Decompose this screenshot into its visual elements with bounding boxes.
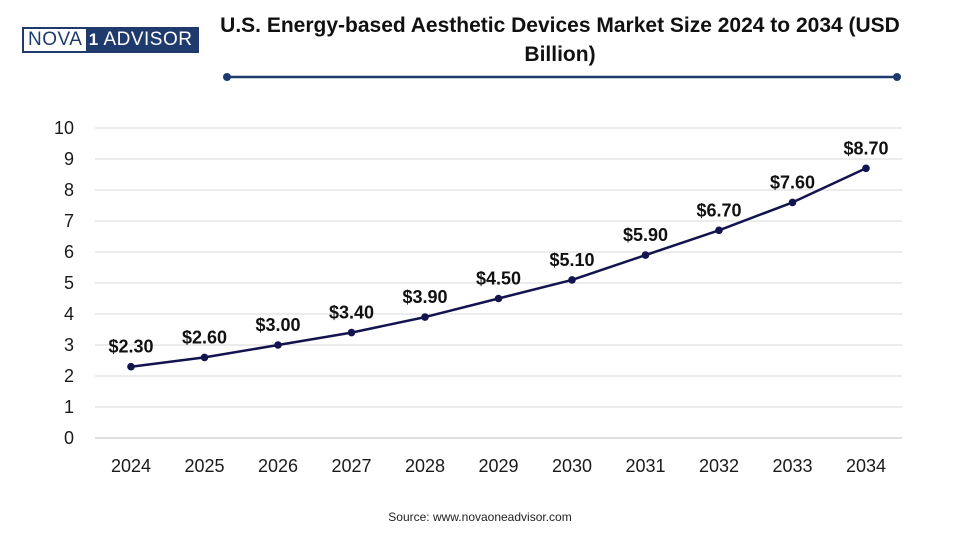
y-tick-6: 6: [64, 242, 74, 262]
brand-logo: NOVA 1 ADVISOR: [22, 27, 200, 53]
x-tick-2026: 2026: [258, 456, 298, 476]
data-label-2030: $5.10: [549, 250, 594, 270]
data-label-2028: $3.90: [402, 287, 447, 307]
data-point-2025: [200, 353, 209, 362]
data-label-2032: $6.70: [696, 200, 741, 220]
source-note: Source: www.novaoneadvisor.com: [388, 510, 572, 524]
series-market-size: [127, 164, 870, 371]
divider-dot-left: [223, 73, 231, 81]
y-tick-9: 9: [64, 149, 74, 169]
y-tick-10: 10: [54, 118, 74, 138]
data-point-2032: [715, 226, 723, 235]
data-point-2028: [421, 313, 429, 321]
y-tick-labels: 0 1 2 3 4 5 6 7 8 9 10: [54, 118, 74, 448]
y-tick-8: 8: [64, 180, 74, 200]
data-label-2026: $3.00: [255, 315, 300, 335]
data-label-2031: $5.90: [623, 225, 668, 245]
divider-dot-right: [893, 73, 901, 81]
data-label-2025: $2.60: [182, 327, 227, 347]
series-line: [130, 167, 867, 368]
data-point-2030: [568, 276, 576, 284]
title-divider: [222, 70, 902, 82]
data-labels: $2.30 $2.60 $3.00 $3.40 $3.90 $4.50 $5.10 $5.90…: [108, 138, 888, 356]
x-tick-2032: 2032: [699, 456, 739, 476]
data-point-2026: [274, 341, 282, 349]
data-point-2033: [788, 198, 797, 207]
data-label-2033: $7.60: [770, 172, 815, 192]
x-tick-2031: 2031: [625, 456, 665, 476]
x-tick-2030: 2030: [552, 456, 592, 476]
data-point-2029: [494, 294, 503, 303]
data-label-2027: $3.40: [329, 303, 374, 323]
data-point-2031: [641, 251, 650, 259]
gridlines: [95, 127, 902, 408]
y-tick-4: 4: [64, 304, 74, 324]
y-tick-0: 0: [64, 428, 74, 448]
y-tick-7: 7: [64, 211, 74, 231]
chart-title: U.S. Energy-based Aesthetic Devices Mark…: [220, 14, 900, 66]
y-tick-5: 5: [64, 273, 74, 293]
x-tick-2034: 2034: [846, 456, 886, 476]
data-point-2024: [127, 362, 135, 371]
data-label-2024: $2.30: [108, 337, 153, 357]
y-tick-2: 2: [64, 366, 74, 386]
logo-text-nova: NOVA: [28, 29, 83, 50]
y-tick-3: 3: [64, 335, 74, 355]
x-tick-2033: 2033: [772, 456, 812, 476]
x-tick-2029: 2029: [478, 456, 518, 476]
x-tick-2025: 2025: [184, 456, 224, 476]
x-tick-labels: 2024 2025 2026 2027 2028 2029 2030 2031 2032 2033…: [111, 456, 886, 476]
x-tick-2028: 2028: [405, 456, 445, 476]
data-point-2027: [347, 328, 356, 337]
data-label-2029: $4.50: [476, 269, 521, 289]
data-label-2034: $8.70: [843, 138, 888, 158]
logo-text-advisor: ADVISOR: [100, 29, 198, 51]
x-tick-2027: 2027: [331, 456, 371, 476]
data-point-2034: [862, 164, 870, 173]
y-tick-1: 1: [64, 397, 74, 417]
x-tick-2024: 2024: [111, 456, 151, 476]
logo-text-one: 1: [86, 29, 101, 51]
